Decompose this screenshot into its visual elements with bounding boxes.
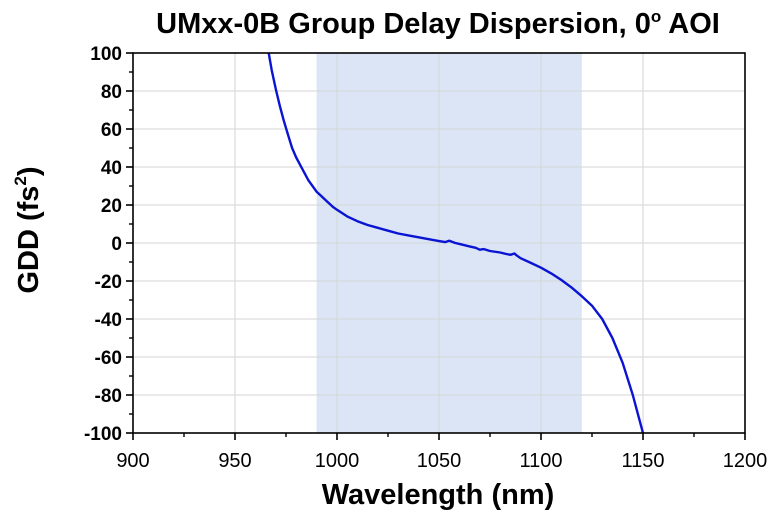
x-tick-label: 950 bbox=[218, 450, 251, 472]
x-tick-label: 1000 bbox=[315, 450, 360, 472]
y-tick-label: 60 bbox=[101, 120, 122, 141]
y-tick-label: 20 bbox=[101, 196, 122, 217]
y-axis-label-main: GDD (fs bbox=[13, 186, 45, 294]
chart-title-end: AOI bbox=[661, 8, 720, 40]
y-tick-labels: -100 -80 -60 -40 -20 0 20 40 60 80 100 bbox=[84, 44, 122, 445]
y-axis-label: GDD (fs2) bbox=[11, 166, 45, 293]
y-tick-label: -60 bbox=[95, 348, 122, 369]
chart-title: UMxx-0B Group Delay Dispersion, 0o AOI bbox=[156, 7, 720, 40]
y-tick-label: 100 bbox=[90, 44, 122, 65]
y-tick-label: -100 bbox=[84, 424, 122, 445]
y-tick-label: 80 bbox=[101, 82, 122, 103]
y-tick-label: 40 bbox=[101, 158, 122, 179]
x-tick-label: 900 bbox=[116, 450, 149, 472]
series-line-gdd bbox=[267, 52, 645, 434]
y-axis-label-sup: 2 bbox=[11, 176, 30, 185]
y-tick-label: -40 bbox=[95, 310, 122, 331]
axis-ticks bbox=[126, 52, 746, 440]
y-axis-label-end: ) bbox=[13, 166, 45, 176]
grid-lines bbox=[133, 53, 745, 433]
x-tick-label: 1050 bbox=[417, 450, 462, 472]
x-tick-label: 1200 bbox=[723, 450, 768, 472]
x-tick-label: 1150 bbox=[621, 450, 664, 472]
x-axis-label: Wavelength (nm) bbox=[322, 479, 555, 511]
chart-title-degree: o bbox=[651, 7, 661, 26]
y-tick-label: -20 bbox=[95, 272, 122, 293]
x-tick-labels: 900 950 1000 1050 1100 1150 1200 bbox=[116, 450, 767, 472]
y-tick-label: 0 bbox=[111, 234, 122, 255]
chart-title-main: UMxx-0B Group Delay Dispersion, 0 bbox=[156, 8, 651, 40]
x-tick-label: 1100 bbox=[519, 450, 562, 472]
y-tick-label: -80 bbox=[95, 386, 122, 407]
